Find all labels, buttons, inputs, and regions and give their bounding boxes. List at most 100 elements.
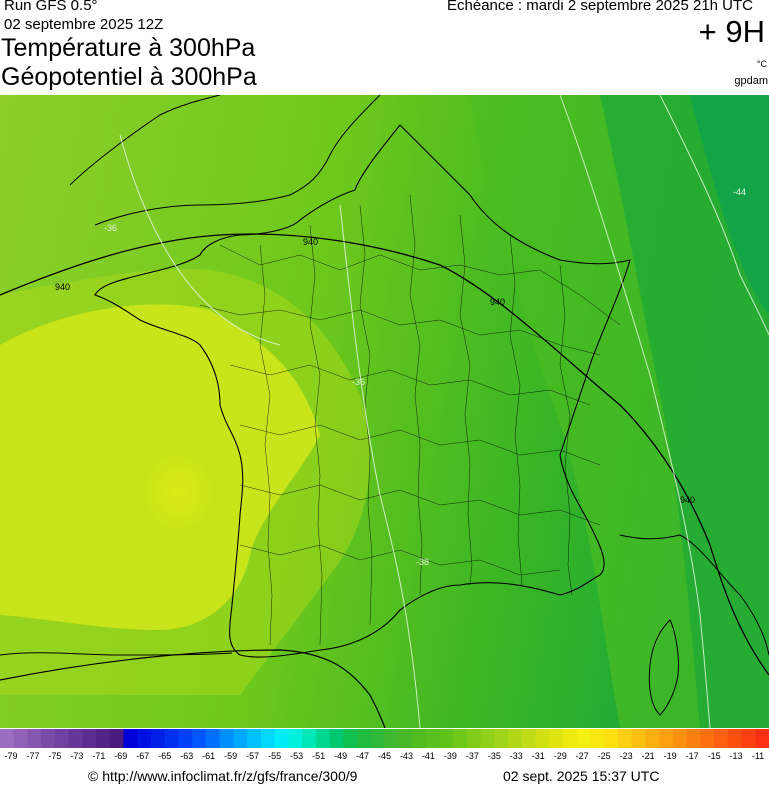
color-scale-swatch bbox=[54, 729, 70, 748]
color-scale-tick-label: -67 bbox=[136, 751, 150, 761]
isotherm-line-east bbox=[559, 95, 711, 728]
forecast-valid-time: Echéance : mardi 2 septembre 2025 21h UT… bbox=[447, 0, 753, 14]
source-label: gpdam bbox=[734, 75, 768, 87]
color-scale-swatch bbox=[370, 729, 386, 748]
geopotential-isoline-south bbox=[0, 649, 386, 728]
isotherm-line bbox=[119, 134, 421, 728]
color-scale-tick-label: -79 bbox=[4, 751, 18, 761]
color-scale-swatch bbox=[672, 729, 688, 748]
color-scale-tick-label: -71 bbox=[92, 751, 106, 761]
color-scale-tick-label: -65 bbox=[158, 751, 172, 761]
title-geopotential: Géopotentiel à 300hPa bbox=[1, 63, 257, 91]
coldest-core bbox=[690, 95, 769, 315]
color-scale-tick-label: -75 bbox=[48, 751, 62, 761]
coldest-band bbox=[600, 95, 769, 728]
color-scale-swatch bbox=[425, 729, 441, 748]
color-scale-tick-label: -41 bbox=[421, 751, 435, 761]
color-scale-tick-label: -31 bbox=[531, 751, 545, 761]
coastline bbox=[94, 124, 601, 658]
color-scale-tick-label: -59 bbox=[224, 751, 238, 761]
color-scale-tick-label: -35 bbox=[487, 751, 501, 761]
geopotential-label: 940 bbox=[303, 237, 318, 247]
color-scale-swatch bbox=[411, 729, 427, 748]
mid-region bbox=[0, 269, 370, 695]
run-label: Run GFS 0.5° bbox=[4, 0, 98, 14]
color-scale-tick-label: -17 bbox=[685, 751, 699, 761]
geopotential-isoline bbox=[0, 233, 769, 676]
color-scale-swatch bbox=[123, 729, 138, 748]
color-scale-swatch bbox=[247, 729, 262, 748]
geopotential-label: 940 bbox=[55, 282, 70, 292]
color-scale-tick-label: -57 bbox=[246, 751, 260, 761]
color-scale-tick-label: -27 bbox=[575, 751, 589, 761]
region-boundaries bbox=[199, 194, 621, 646]
color-scale-swatch bbox=[82, 729, 97, 748]
color-scale-tick-label: -33 bbox=[509, 751, 523, 761]
color-scale-swatch bbox=[480, 729, 495, 748]
color-scale-swatch bbox=[178, 729, 193, 748]
color-scale bbox=[0, 729, 769, 748]
color-scale-swatch bbox=[302, 729, 317, 748]
color-scale-swatch bbox=[631, 729, 647, 748]
geopotential-label: 940 bbox=[680, 495, 695, 505]
isotherm-line-far-east bbox=[659, 95, 769, 336]
color-scale-swatch bbox=[590, 729, 605, 748]
credit-url[interactable]: © http://www.infoclimat.fr/z/gfs/france/… bbox=[88, 768, 358, 784]
color-scale-swatch bbox=[192, 729, 207, 748]
color-scale-tick-label: -23 bbox=[619, 751, 633, 761]
color-scale-tick-label: -77 bbox=[26, 751, 40, 761]
color-scale-swatch bbox=[151, 729, 166, 748]
color-scale-swatch bbox=[164, 729, 180, 748]
color-scale-swatch bbox=[453, 729, 468, 748]
national-border bbox=[399, 124, 631, 576]
run-date: 02 septembre 2025 12Z bbox=[4, 16, 164, 33]
color-scale-swatch bbox=[645, 729, 660, 748]
color-scale-swatch bbox=[274, 729, 289, 748]
color-scale-swatch bbox=[714, 729, 729, 748]
color-scale-swatch bbox=[700, 729, 715, 748]
color-scale-tick-label: -69 bbox=[114, 751, 128, 761]
color-scale-swatch bbox=[659, 729, 674, 748]
color-scale-swatch bbox=[604, 729, 619, 748]
color-scale-tick-label: -25 bbox=[597, 751, 611, 761]
weather-map: -36 -36 -38 -44 940 940 940 940 bbox=[0, 95, 769, 728]
color-scale-tick-label: -63 bbox=[180, 751, 194, 761]
color-scale-swatch bbox=[96, 729, 111, 748]
color-scale-swatch bbox=[343, 729, 358, 748]
color-scale-swatch bbox=[508, 729, 523, 748]
color-scale-swatch bbox=[686, 729, 701, 748]
color-scale-swatch bbox=[288, 729, 303, 748]
color-scale-tick-label: -11 bbox=[751, 751, 765, 761]
color-scale-tick-label: -73 bbox=[70, 751, 84, 761]
color-scale-swatch bbox=[109, 729, 125, 748]
color-scale-swatch bbox=[384, 729, 399, 748]
color-scale-swatch bbox=[41, 729, 56, 748]
color-scale-tick-label: -51 bbox=[312, 751, 326, 761]
warmest-core bbox=[111, 414, 245, 570]
color-scale-tick-label: -21 bbox=[641, 751, 655, 761]
color-scale-swatch bbox=[357, 729, 372, 748]
color-scale-tick-label: -37 bbox=[465, 751, 479, 761]
color-scale-tick-label: -53 bbox=[290, 751, 304, 761]
color-scale-swatch bbox=[521, 729, 537, 748]
color-scale-tick-label: -29 bbox=[553, 751, 567, 761]
color-scale-tick-label: -61 bbox=[202, 751, 216, 761]
color-scale-tick-label: -15 bbox=[707, 751, 721, 761]
color-scale-swatch bbox=[205, 729, 221, 748]
spain-coast bbox=[0, 652, 233, 656]
color-scale-swatch bbox=[494, 729, 509, 748]
unit-label: °C bbox=[756, 59, 767, 69]
title-temperature: Température à 300hPa bbox=[1, 34, 256, 62]
uk-coast bbox=[69, 95, 381, 226]
color-scale-swatch bbox=[219, 729, 235, 748]
color-scale-swatch bbox=[617, 729, 633, 748]
generated-timestamp: 02 sept. 2025 15:37 UTC bbox=[503, 768, 660, 784]
color-scale-swatch bbox=[535, 729, 550, 748]
geopotential-label: 940 bbox=[490, 297, 505, 307]
color-scale-tick-label: -55 bbox=[268, 751, 282, 761]
color-scale-swatch bbox=[315, 729, 331, 748]
color-scale-tick-label: -45 bbox=[377, 751, 391, 761]
isotherm-label: -36 bbox=[352, 377, 365, 387]
color-scale-swatch bbox=[27, 729, 42, 748]
color-scale-swatch bbox=[260, 729, 276, 748]
